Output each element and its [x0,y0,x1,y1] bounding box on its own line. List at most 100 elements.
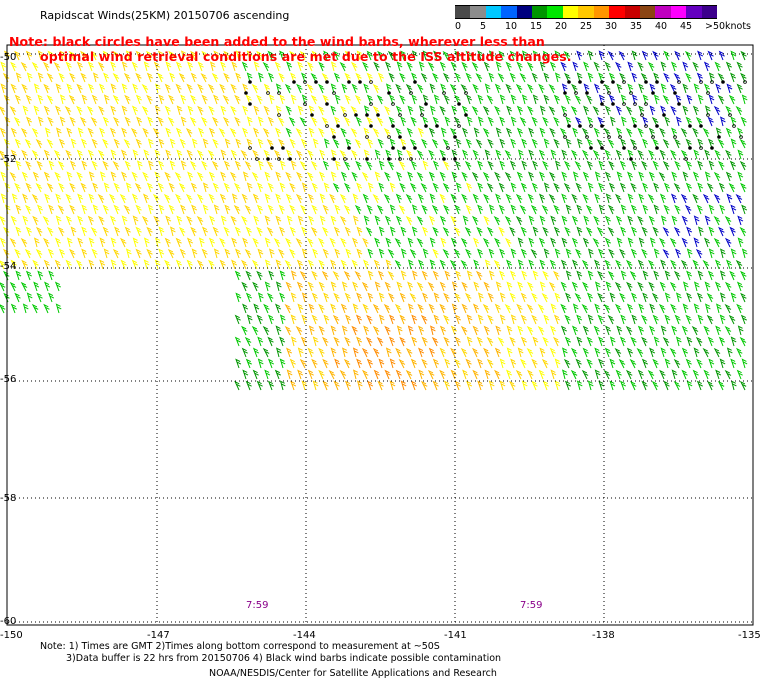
wind-barb [275,281,282,292]
wind-barb [234,94,241,105]
wind-barb [625,105,633,116]
wind-barb [713,105,721,116]
wind-barb [416,215,424,226]
wind-barb [461,281,468,292]
wind-barb [466,116,473,127]
wind-barb [477,248,484,259]
quality-flag-circle [721,80,725,84]
wind-barb [76,83,83,94]
wind-barb [740,116,747,127]
wind-barb [660,325,667,336]
wind-barb [307,193,314,204]
wind-barb [553,314,561,325]
wind-barb [428,171,435,182]
wind-barb [495,149,502,160]
wind-barb [152,193,160,204]
wind-barb [135,226,142,237]
wind-barb [553,182,560,193]
wind-barb [574,94,582,105]
wind-barb [168,204,175,215]
quality-flag-circle [622,102,626,106]
quality-flag-circle [677,80,681,84]
wind-barb [147,204,154,215]
wind-barb [532,270,539,281]
wind-barb [91,94,98,105]
wind-barb [616,171,623,182]
wind-barb [472,325,479,336]
wind-barb [454,204,461,215]
wind-barb [673,270,681,281]
wind-barb [550,303,557,314]
wind-barb [462,149,469,160]
wind-barb [311,50,318,61]
wind-barb [484,83,491,94]
wind-barb [466,336,473,347]
wind-barb [465,72,472,83]
quality-flag-circle [739,135,743,139]
wind-barb [620,270,627,281]
wind-barb [409,138,417,149]
wind-barb [54,237,62,248]
wind-barb [286,215,293,226]
wind-barb [462,369,469,380]
wind-barb [395,105,402,116]
wind-barb [13,116,21,127]
wind-barb [484,149,491,160]
legend-label: 10 [505,21,518,32]
wind-barb [587,314,594,325]
wind-barb [494,105,501,116]
wind-barb [510,314,517,325]
wind-barb [274,303,282,314]
wind-barb [312,248,319,259]
wind-barb [736,127,744,138]
wind-barb [488,380,495,391]
wind-barb [158,94,165,105]
wind-barb [439,149,446,160]
wind-barb [560,61,567,72]
wind-barb [230,105,237,116]
wind-barb [542,160,549,171]
wind-barb [421,336,428,347]
wind-barb [526,303,534,314]
wind-barb [506,369,513,380]
quality-flag-circle [589,146,593,150]
wind-barb [81,160,88,171]
quality-flag-circle [651,91,655,95]
wind-barb [329,237,336,248]
wind-barb [565,138,572,149]
wind-barb [374,237,381,248]
wind-barb [594,369,601,380]
wind-barb [432,116,439,127]
wind-barb [110,149,117,160]
wind-barb [619,248,626,259]
wind-barb [563,358,571,369]
wind-barb [420,182,428,193]
wind-barb [42,215,50,226]
wind-barb [707,116,714,127]
wind-barb [323,314,330,325]
wind-barb [9,281,17,292]
wind-barb [427,61,435,72]
wind-barb [539,61,546,72]
wind-barb [9,171,17,182]
wind-barb [442,248,450,259]
wind-barb [285,105,292,116]
wind-barb [576,314,583,325]
wind-barb [301,226,308,237]
quality-flag-circle [633,124,637,128]
wind-barb [367,380,374,391]
wind-barb [598,50,605,61]
wind-barb [295,193,303,204]
wind-barb [407,303,414,314]
wind-barb [318,127,325,138]
quality-flag-circle [640,113,644,117]
wind-barb [509,226,516,237]
wind-barb [420,380,428,391]
wind-barb [429,83,436,94]
wind-barb [648,215,655,226]
wind-barb [605,281,612,292]
wind-barb [190,94,197,105]
wind-barb [550,369,557,380]
quality-flag-circle [673,135,677,139]
